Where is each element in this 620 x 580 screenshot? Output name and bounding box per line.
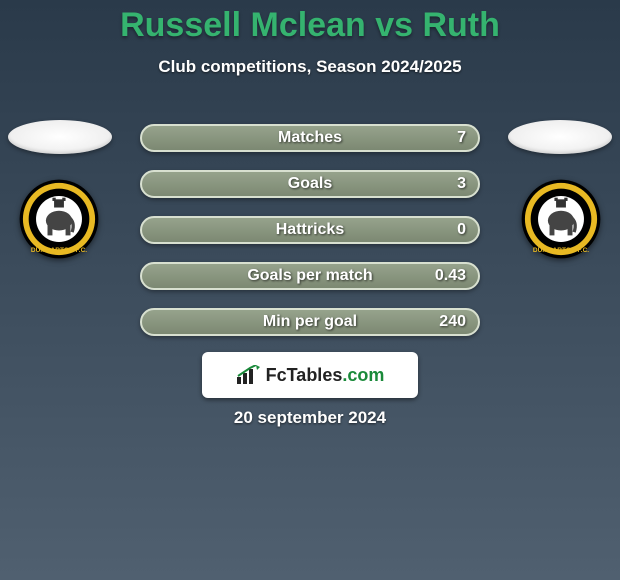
- stat-label: Min per goal: [142, 313, 478, 331]
- player-left-headshot: [8, 120, 112, 154]
- stat-row-goals: Goals 3: [140, 170, 480, 198]
- player-right-crest: DUMBARTON F.C.: [520, 178, 602, 260]
- stat-right-value: 0.43: [435, 267, 466, 285]
- stat-right-value: 7: [457, 129, 466, 147]
- brand-name: FcTables: [266, 365, 343, 385]
- brand-text: FcTables.com: [266, 365, 385, 386]
- stat-label: Goals per match: [142, 267, 478, 285]
- player-right-headshot: [508, 120, 612, 154]
- stat-row-goals-per-match: Goals per match 0.43: [140, 262, 480, 290]
- stat-right-value: 3: [457, 175, 466, 193]
- stat-label: Goals: [142, 175, 478, 193]
- stat-right-value: 0: [457, 221, 466, 239]
- brand-tld: .com: [342, 365, 384, 385]
- footer-date: 20 september 2024: [0, 408, 620, 428]
- crest-icon: DUMBARTON F.C.: [18, 178, 100, 260]
- svg-text:DUMBARTON F.C.: DUMBARTON F.C.: [533, 247, 589, 254]
- svg-text:DUMBARTON F.C.: DUMBARTON F.C.: [31, 247, 87, 254]
- brand-badge[interactable]: FcTables.com: [202, 352, 418, 398]
- player-left-crest: DUMBARTON F.C.: [18, 178, 100, 260]
- page-title: Russell Mclean vs Ruth: [0, 0, 620, 45]
- stat-label: Matches: [142, 129, 478, 147]
- stat-row-min-per-goal: Min per goal 240: [140, 308, 480, 336]
- bar-chart-icon: [236, 365, 260, 385]
- stat-label: Hattricks: [142, 221, 478, 239]
- stat-right-value: 240: [439, 313, 466, 331]
- comparison-card: Russell Mclean vs Ruth Club competitions…: [0, 0, 620, 580]
- crest-icon: DUMBARTON F.C.: [520, 178, 602, 260]
- page-subtitle: Club competitions, Season 2024/2025: [0, 57, 620, 77]
- stat-bars: Matches 7 Goals 3 Hattricks 0 Goals per …: [140, 124, 480, 354]
- stat-row-matches: Matches 7: [140, 124, 480, 152]
- stat-row-hattricks: Hattricks 0: [140, 216, 480, 244]
